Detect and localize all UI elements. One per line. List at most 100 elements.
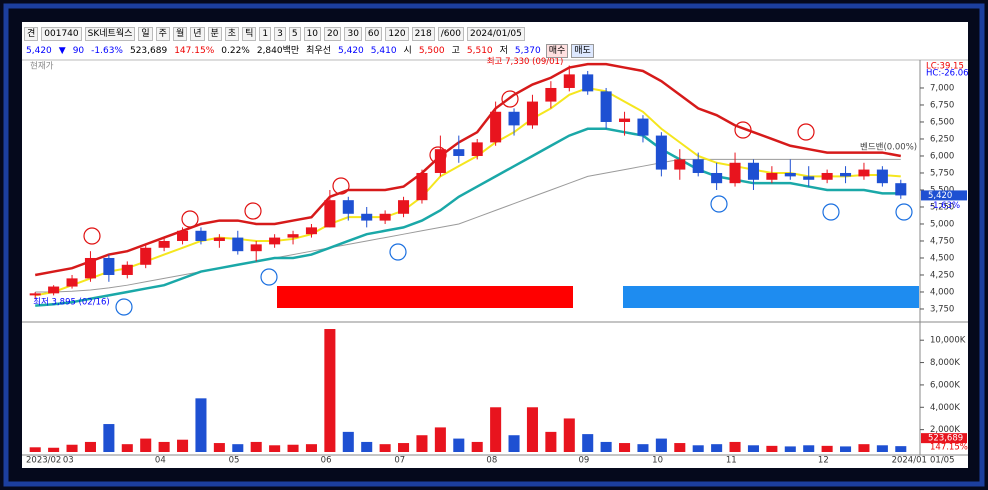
toolbar-item[interactable]: 초 — [224, 27, 240, 41]
volume-bar — [858, 444, 870, 452]
quote-field: 5,420 — [26, 46, 52, 56]
quote-field: 90 — [72, 46, 85, 56]
candle-body — [158, 240, 170, 248]
volume-bar — [711, 444, 723, 452]
y-tick-label: 4,250 — [930, 270, 954, 280]
x-tick-label: 2023/02 — [26, 456, 61, 466]
toolbar-item[interactable]: 1 — [259, 27, 272, 41]
volume-bar — [619, 443, 631, 452]
candle-body — [29, 293, 41, 296]
order-button[interactable]: 매도 — [571, 44, 594, 58]
volume-bar — [876, 445, 888, 452]
volume-bar — [195, 398, 207, 452]
high-label: 최고 7,330 (09/01) — [487, 56, 564, 67]
toolbar-item[interactable]: 주 — [155, 27, 170, 41]
toolbar-item[interactable]: 분 — [207, 27, 222, 41]
toolbar-item[interactable]: 일 — [138, 27, 153, 41]
volume-bar — [434, 427, 446, 452]
volume-bar — [287, 444, 299, 452]
toolbar-item[interactable]: 5 — [288, 27, 301, 41]
volume-bar — [177, 439, 189, 452]
toolbar-item[interactable]: 30 — [344, 27, 362, 41]
y-tick-label: 5,750 — [930, 168, 954, 178]
toolbar-item[interactable]: 10 — [303, 27, 322, 41]
x-tick-label: 07 — [394, 456, 405, 466]
volume-bar — [250, 441, 262, 452]
candle-body — [674, 159, 686, 170]
price-label: 5,420 — [928, 191, 952, 201]
quote-field: 147.15% — [174, 46, 215, 56]
y-tick-label: 5,250 — [930, 202, 954, 212]
candle-body — [637, 118, 649, 136]
toolbar-item[interactable]: /600 — [437, 27, 464, 41]
toolbar-item[interactable]: 월 — [172, 27, 188, 41]
toolbar: 견 001740 SK네트웍스 일 주 월 년 분 초 틱 1 3 5 10 20 30 60 120 218/60… — [24, 27, 525, 41]
candle-body — [361, 213, 373, 221]
toolbar-item[interactable]: SK네트웍스 — [84, 27, 136, 41]
volume-bar — [140, 438, 152, 452]
volume-bar — [48, 447, 60, 452]
volume-bar — [361, 441, 373, 452]
candle-body — [250, 244, 262, 252]
y-tick-label: 4,000 — [930, 287, 954, 297]
volume-ratio-label: 147.15% — [930, 443, 968, 453]
candle-body — [434, 149, 446, 173]
candle-body — [416, 172, 428, 201]
highlight-red — [277, 286, 573, 308]
quote-field: 2,840백만 — [256, 46, 300, 56]
volume-bar — [269, 445, 281, 452]
x-tick-label: 2024/01 — [892, 456, 927, 466]
x-tick-label: 10 — [652, 456, 663, 466]
y-tick-label: 6,250 — [930, 134, 954, 144]
candle-body — [140, 247, 152, 265]
toolbar-item[interactable]: 년 — [190, 27, 205, 41]
volume-bar — [66, 444, 78, 452]
quote-field: 5,370 — [514, 46, 541, 56]
price-box — [921, 190, 967, 201]
toolbar-item[interactable]: 60 — [364, 27, 383, 41]
y-tick-label: 4,750 — [930, 236, 954, 246]
candle-body — [858, 169, 870, 177]
quote-field: 5,510 — [466, 46, 493, 56]
candle-body — [48, 286, 60, 294]
candle-body — [342, 200, 354, 214]
y-tick-label: 4,000K — [930, 403, 960, 413]
toolbar-item[interactable]: 120 — [385, 27, 409, 41]
y-tick-label: 8,000K — [930, 358, 960, 368]
candle-body — [490, 111, 502, 143]
candle-body — [895, 183, 907, 196]
hc-label: HC:-26.06 — [926, 69, 969, 79]
y-tick-label: 6,500 — [930, 117, 954, 127]
toolbar-item[interactable]: 3 — [274, 27, 286, 41]
volume-bar — [453, 438, 465, 452]
candle-body — [711, 172, 723, 184]
volume-bar — [803, 445, 815, 452]
candle-body — [287, 234, 299, 238]
quote-field: 고 — [451, 46, 460, 56]
highlight-blue — [623, 286, 919, 308]
volume-last-label: 523,689 — [928, 434, 963, 444]
candle-body — [600, 91, 612, 122]
y-tick-label: 6,000 — [930, 151, 954, 161]
order-button[interactable]: 매수 — [545, 44, 569, 58]
volume-bar — [729, 441, 741, 452]
volume-bar — [471, 441, 483, 452]
toolbar-item[interactable]: 20 — [324, 27, 342, 41]
x-tick-label: 04 — [155, 456, 166, 466]
toolbar-item[interactable]: 견 — [24, 27, 39, 41]
volume-bar — [232, 444, 244, 452]
candle-body — [784, 172, 796, 177]
blue-circles — [115, 195, 913, 316]
toolbar-item[interactable]: 218 — [411, 27, 435, 41]
volume-bar — [29, 447, 41, 452]
x-tick-label: 05 — [229, 456, 240, 466]
toolbar-item[interactable]: 틱 — [242, 27, 257, 41]
volume-bar — [582, 434, 594, 452]
candle-body — [103, 257, 115, 275]
toolbar-item[interactable]: 001740 — [41, 27, 82, 41]
candle-body — [582, 74, 594, 92]
volume-bar — [103, 424, 115, 452]
toolbar-item[interactable]: 2024/01/05 — [466, 27, 525, 41]
volume-bar — [637, 444, 649, 452]
candle-body — [305, 227, 317, 235]
